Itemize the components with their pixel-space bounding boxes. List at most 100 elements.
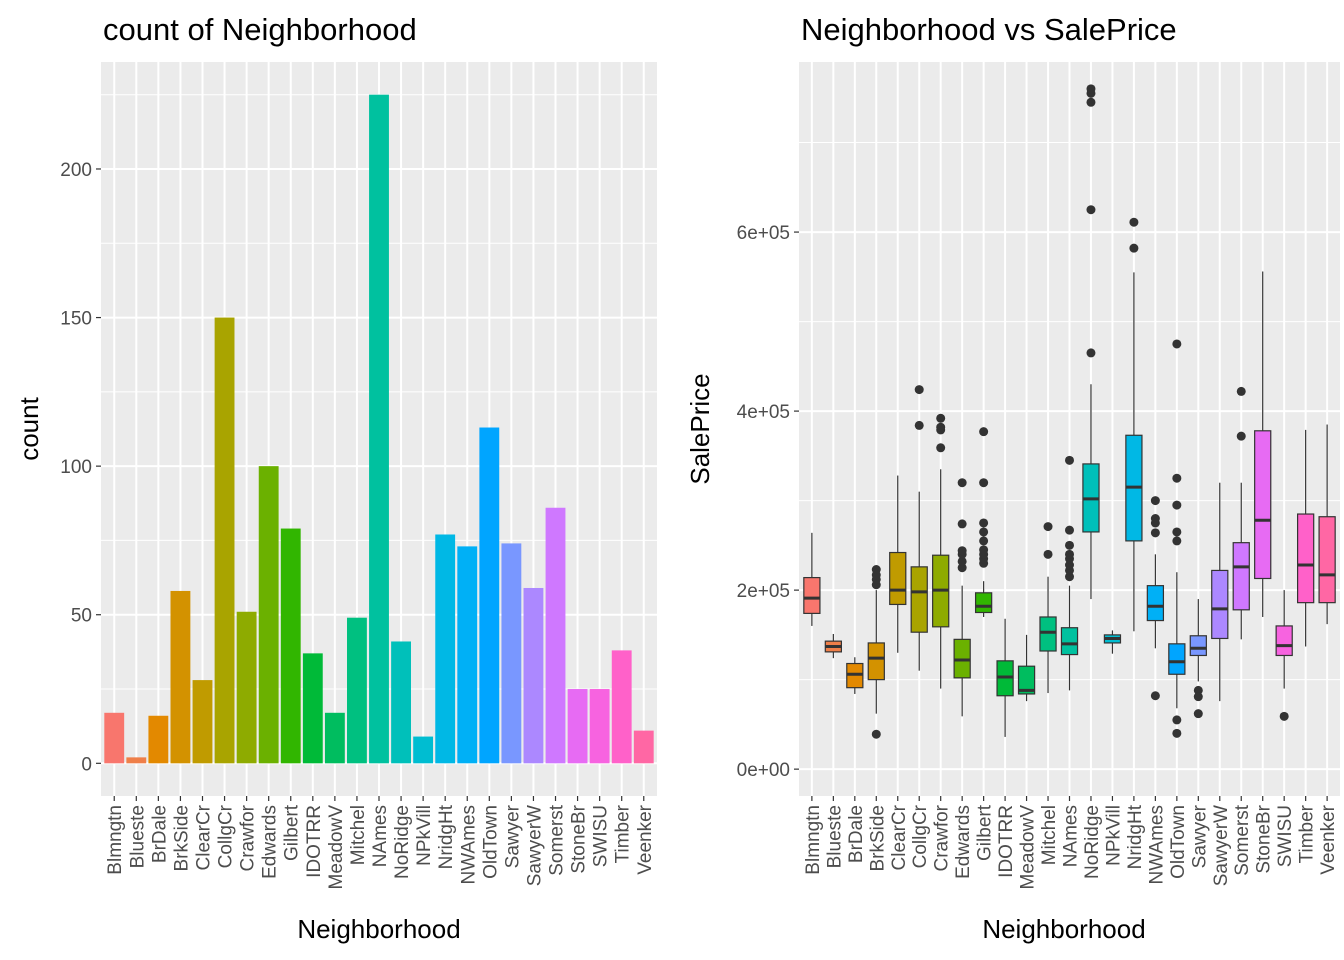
box-outlier bbox=[1065, 560, 1074, 570]
box-outlier bbox=[1086, 84, 1096, 94]
box-iqr bbox=[1232, 542, 1250, 611]
box-x-tick-label: Somerst bbox=[1232, 804, 1253, 875]
bar-chart-x-axis-title: Neighborhood bbox=[297, 914, 460, 944]
bar-x-tick-label: Veenker bbox=[635, 804, 656, 874]
bar-x-tick-label: Blmngtn bbox=[105, 805, 126, 875]
box-x-tick-label: NWAmes bbox=[1146, 805, 1167, 885]
bar-x-tick-label: NoRidge bbox=[392, 805, 413, 879]
box-iqr bbox=[889, 551, 907, 606]
box-Blueste bbox=[824, 633, 842, 659]
box-outlier bbox=[1236, 431, 1246, 441]
box-x-tick-label: Mitchel bbox=[1039, 805, 1060, 865]
bar-x-tick-label: Blueste bbox=[127, 805, 148, 868]
bar-MeadowV bbox=[324, 712, 345, 764]
box-outlier bbox=[936, 422, 946, 432]
box-outlier bbox=[936, 443, 946, 453]
bar-StoneBr bbox=[567, 689, 588, 764]
bar-y-tick-label: 200 bbox=[60, 160, 92, 181]
box-outlier bbox=[1150, 528, 1160, 538]
box-x-tick-label: NridgHt bbox=[1125, 804, 1146, 869]
box-chart-y-axis-title: SalePrice bbox=[685, 373, 715, 484]
box-outlier bbox=[871, 565, 881, 575]
bar-Veenker bbox=[633, 730, 654, 764]
bar-x-tick-label: Mitchel bbox=[348, 805, 369, 865]
box-outlier bbox=[1172, 728, 1182, 738]
box-Somerst bbox=[1232, 386, 1250, 640]
box-x-tick-label: NoRidge bbox=[1082, 805, 1103, 879]
bar-x-tick-label: Sawyer bbox=[502, 804, 523, 868]
bar-Timber bbox=[611, 650, 632, 764]
box-x-tick-label: Veenker bbox=[1318, 804, 1339, 874]
bar-x-tick-label: NWAmes bbox=[458, 805, 479, 885]
box-outlier bbox=[1086, 205, 1096, 215]
box-x-tick-label: Gilbert bbox=[975, 804, 996, 861]
box-NWAmes bbox=[1146, 496, 1165, 701]
box-x-tick-label: BrDale bbox=[846, 805, 867, 863]
bar-x-tick-label: StoneBr bbox=[569, 804, 590, 873]
box-chart-y-ticks: 0e+00 2e+05 4e+05 6e+05 bbox=[737, 223, 799, 781]
box-iqr bbox=[910, 566, 928, 633]
box-Edwards bbox=[953, 478, 971, 717]
box-outlier bbox=[979, 536, 989, 546]
box-iqr bbox=[1060, 627, 1079, 656]
box-outlier bbox=[979, 427, 989, 437]
box-outlier bbox=[1043, 522, 1053, 532]
box-outlier bbox=[1065, 572, 1074, 582]
box-x-tick-label: SWISU bbox=[1275, 805, 1296, 867]
bar-ClearCr bbox=[192, 680, 213, 764]
box-outlier bbox=[957, 556, 967, 566]
box-Blmngtn bbox=[803, 532, 821, 626]
bar-Mitchel bbox=[347, 617, 367, 764]
box-chart: Neighborhood vs SalePrice 0e+00 2e+05 4e+0… bbox=[685, 12, 1340, 944]
box-iqr bbox=[974, 592, 993, 614]
box-outlier bbox=[914, 385, 924, 395]
box-Crawfor bbox=[932, 413, 950, 689]
box-iqr bbox=[867, 642, 885, 681]
bar-x-tick-label: NAmes bbox=[370, 805, 391, 867]
bar-SawyerW bbox=[523, 587, 544, 764]
bar-Crawfor bbox=[236, 611, 257, 764]
box-x-tick-label: Edwards bbox=[953, 805, 974, 879]
bar-chart-title: count of Neighborhood bbox=[103, 12, 417, 47]
bar-BrkSide bbox=[170, 590, 191, 764]
box-chart-title: Neighborhood vs SalePrice bbox=[801, 12, 1177, 47]
box-NPkVill bbox=[1103, 630, 1122, 654]
bar-IDOTRR bbox=[302, 653, 323, 764]
box-x-tick-label: OldTown bbox=[1168, 805, 1189, 879]
bar-x-tick-label: NPkVill bbox=[414, 805, 435, 866]
box-outlier bbox=[1172, 339, 1182, 349]
box-BrDale bbox=[846, 657, 864, 694]
bar-Blmngtn bbox=[104, 712, 125, 764]
box-iqr bbox=[1146, 585, 1165, 622]
box-outlier bbox=[871, 729, 881, 739]
bar-x-tick-label: Crawfor bbox=[238, 804, 259, 871]
bar-CollgCr bbox=[214, 317, 235, 764]
bar-NoRidge bbox=[391, 641, 411, 764]
bar-y-tick-label: 0 bbox=[81, 754, 92, 775]
box-outlier bbox=[1150, 496, 1160, 506]
box-x-tick-label: IDOTRR bbox=[996, 805, 1017, 878]
box-NridgHt bbox=[1125, 217, 1143, 632]
box-iqr bbox=[1318, 516, 1336, 604]
box-outlier bbox=[1279, 711, 1289, 721]
box-outlier bbox=[979, 518, 989, 528]
bar-x-tick-label: MeadowV bbox=[326, 805, 347, 890]
box-Gilbert bbox=[974, 427, 993, 617]
bar-y-tick-label: 150 bbox=[60, 309, 92, 330]
box-outlier bbox=[979, 545, 989, 555]
bar-x-tick-label: ClearCr bbox=[193, 804, 214, 870]
box-outlier bbox=[1086, 97, 1096, 107]
bar-NPkVill bbox=[413, 736, 434, 764]
box-x-tick-label: NPkVill bbox=[1103, 805, 1124, 866]
box-SWISU bbox=[1275, 590, 1293, 721]
bar-OldTown bbox=[479, 427, 500, 764]
box-iqr bbox=[1275, 625, 1293, 657]
box-x-tick-label: Blueste bbox=[824, 805, 845, 868]
box-y-tick-label: 4e+05 bbox=[737, 402, 790, 423]
box-outlier bbox=[1065, 525, 1074, 535]
bar-BrDale bbox=[148, 715, 169, 764]
box-outlier bbox=[957, 478, 967, 488]
box-outlier bbox=[1065, 455, 1074, 465]
box-outlier bbox=[1236, 386, 1246, 396]
